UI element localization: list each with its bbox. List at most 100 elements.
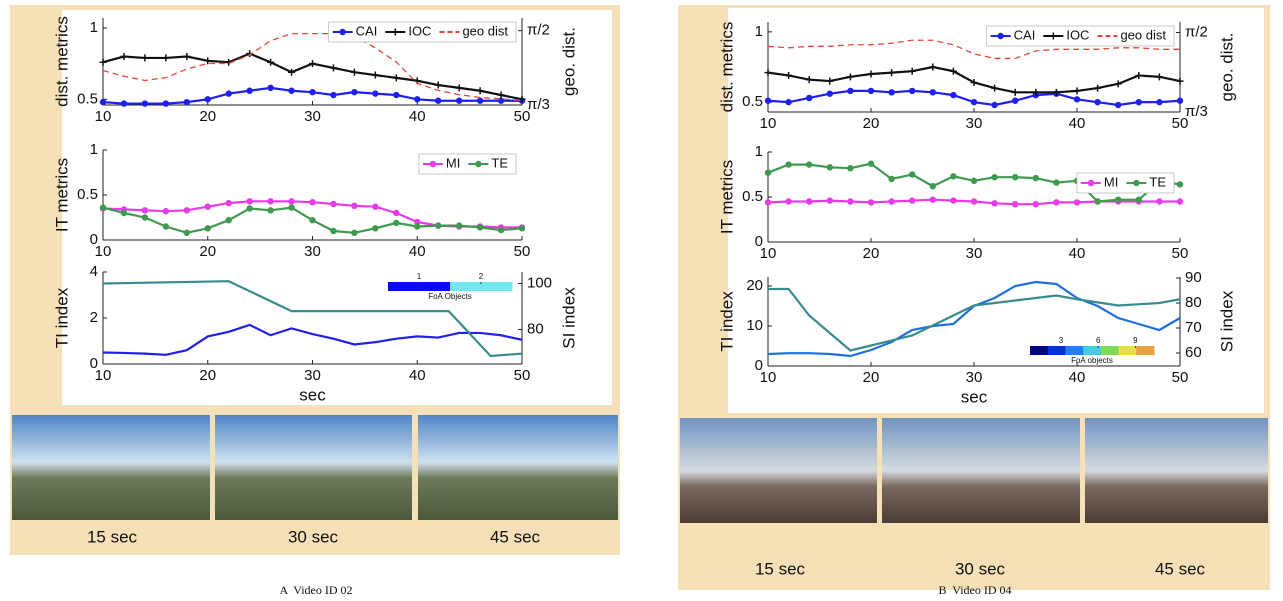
x-tick-label: 30: [966, 369, 983, 386]
x-axis-label: sec: [299, 385, 326, 404]
colorbar-segment: [1119, 346, 1137, 355]
y-axis-label: TI index: [52, 287, 71, 348]
x-tick-label: 50: [514, 367, 531, 384]
y-axis-label: dist. metrics: [717, 22, 736, 113]
legend-label: TE: [491, 155, 508, 170]
legend-label: IOC: [408, 23, 431, 38]
marker: [950, 92, 956, 98]
y-axis-label: IT metrics: [52, 158, 71, 232]
y2-tick-label: 60: [1185, 344, 1202, 361]
x-tick-label: 30: [966, 245, 983, 262]
marker: [1012, 98, 1018, 104]
legend-marker: [997, 33, 1003, 39]
y-tick-label: 0: [90, 231, 98, 248]
marker: [950, 197, 956, 203]
y2-tick-label: π/3: [527, 96, 550, 113]
y-tick-label: 4: [90, 263, 98, 280]
legend-label: TE: [1149, 174, 1166, 189]
colorbar-tick-label: 2: [479, 272, 484, 281]
marker: [1053, 179, 1059, 185]
y-tick-label: 2: [90, 309, 98, 326]
marker: [142, 100, 148, 106]
y-tick-label: 0.5: [742, 188, 763, 205]
marker: [1074, 96, 1080, 102]
marker: [1094, 198, 1100, 204]
marker: [100, 204, 106, 210]
marker: [806, 198, 812, 204]
marker: [435, 98, 441, 104]
x-tick-label: 30: [304, 243, 321, 260]
marker: [267, 85, 273, 91]
y-tick-label: 1: [90, 19, 98, 36]
x-tick-label: 40: [1069, 245, 1086, 262]
photo-caption: 15 sec: [87, 527, 138, 546]
marker: [226, 90, 232, 96]
marker: [1177, 181, 1183, 187]
photo: [418, 415, 618, 520]
x-tick-label: 10: [95, 108, 112, 125]
legend-label: MI: [446, 155, 460, 170]
marker: [100, 99, 106, 105]
x-axis-label: sec: [961, 387, 988, 406]
marker: [163, 208, 169, 214]
photo-caption: 15 sec: [755, 559, 806, 578]
marker: [1012, 174, 1018, 180]
marker: [519, 225, 525, 231]
marker: [393, 92, 399, 98]
legend-marker: [1088, 180, 1094, 186]
marker: [930, 197, 936, 203]
marker: [847, 88, 853, 94]
marker: [184, 207, 190, 213]
y-axis-label: IT metrics: [717, 160, 736, 234]
marker: [163, 100, 169, 106]
photo: [12, 415, 210, 520]
legend-label: IOC: [1066, 27, 1089, 42]
x-tick-label: 20: [199, 108, 216, 125]
x-tick-label: 20: [863, 115, 880, 132]
x-tick-label: 40: [1069, 115, 1086, 132]
marker: [414, 96, 420, 102]
marker: [456, 98, 462, 104]
colorbar-tick-label: 9: [1133, 336, 1138, 345]
photo-caption: 45 sec: [490, 527, 541, 546]
x-tick-label: 30: [304, 108, 321, 125]
marker: [309, 199, 315, 205]
y-tick-label: 1: [755, 23, 763, 40]
y-tick-label: 0: [755, 357, 763, 374]
legend-marker: [339, 29, 345, 35]
marker: [868, 199, 874, 205]
marker: [1177, 98, 1183, 104]
marker: [765, 98, 771, 104]
marker: [477, 98, 483, 104]
x-tick-label: 20: [199, 367, 216, 384]
marker: [991, 200, 997, 206]
colorbar-tick-label: 1: [417, 272, 422, 281]
x-tick-label: 20: [863, 245, 880, 262]
photo-caption: 30 sec: [288, 527, 339, 546]
y2-tick-label: π/2: [1185, 23, 1208, 40]
colorbar-segment: [1136, 346, 1154, 355]
marker: [1033, 175, 1039, 181]
marker: [267, 198, 273, 204]
marker: [372, 204, 378, 210]
marker: [1136, 197, 1142, 203]
marker: [267, 207, 273, 213]
marker: [930, 89, 936, 95]
marker: [372, 90, 378, 96]
marker: [351, 89, 357, 95]
colorbar-segment: [1065, 346, 1083, 355]
x-tick-label: 40: [409, 243, 426, 260]
marker: [1136, 99, 1142, 105]
marker: [435, 222, 441, 228]
legend-marker: [475, 161, 481, 167]
y2-axis-label: SI index: [1217, 290, 1236, 352]
y2-tick-label: 90: [1185, 269, 1202, 286]
marker: [330, 201, 336, 207]
marker: [184, 99, 190, 105]
marker: [1053, 199, 1059, 205]
marker: [888, 89, 894, 95]
marker: [1033, 201, 1039, 207]
marker: [785, 198, 791, 204]
marker: [868, 88, 874, 94]
